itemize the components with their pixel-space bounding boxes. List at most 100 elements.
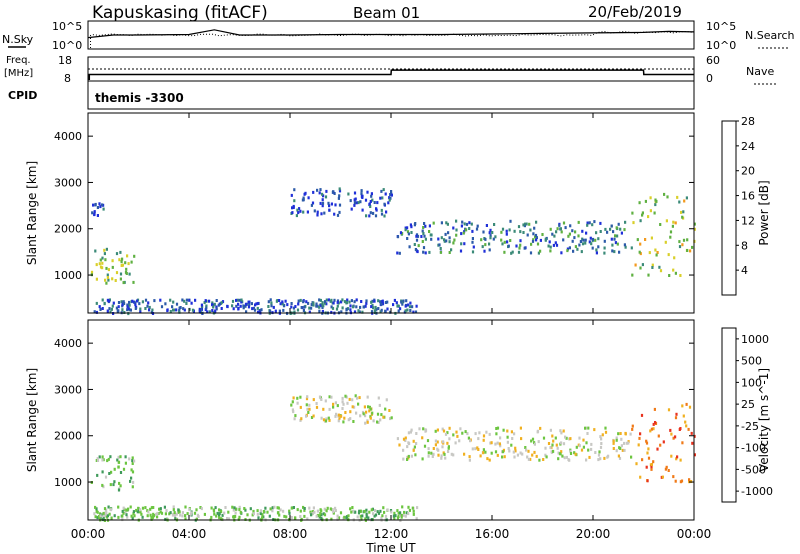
- data-cell: [396, 437, 399, 441]
- data-cell: [330, 395, 333, 399]
- data-cell: [365, 512, 368, 516]
- data-cell: [294, 516, 297, 520]
- data-cell: [350, 510, 353, 514]
- cpid-strip: themis -3300: [87, 80, 695, 110]
- data-cell: [564, 226, 567, 230]
- data-cell: [101, 455, 104, 459]
- data-cell: [303, 514, 306, 518]
- data-cell: [102, 485, 105, 489]
- data-cell: [184, 514, 187, 518]
- data-cell: [486, 457, 489, 461]
- data-cell: [582, 238, 585, 242]
- data-cell: [257, 516, 260, 520]
- data-cell: [665, 465, 668, 469]
- data-cell: [321, 198, 324, 202]
- data-cell: [316, 513, 319, 517]
- data-cell: [181, 511, 184, 515]
- data-cell: [101, 256, 104, 260]
- velocity-panel: 1000 2000 3000 4000 Slant Range [km] 1000 50…: [25, 319, 773, 522]
- data-cell: [205, 306, 208, 310]
- data-cell: [683, 199, 686, 203]
- data-cell: [380, 413, 383, 417]
- data-cell: [141, 300, 144, 304]
- data-cell: [674, 435, 677, 439]
- data-cell: [211, 309, 214, 312]
- data-cell: [175, 512, 178, 516]
- data-cell: [503, 240, 506, 244]
- data-cell: [102, 458, 105, 462]
- data-cell: [423, 234, 426, 238]
- data-cell: [349, 304, 352, 308]
- data-cell: [119, 484, 122, 488]
- data-cell: [117, 460, 121, 464]
- data-cell: [311, 201, 315, 205]
- data-cell: [571, 239, 574, 243]
- data-cell: [355, 201, 358, 205]
- data-cell: [619, 447, 622, 450]
- data-cell: [103, 248, 106, 252]
- data-cell: [315, 405, 319, 409]
- data-cell: [531, 239, 535, 243]
- data-cell: [278, 299, 281, 302]
- data-cell: [465, 228, 468, 232]
- data-cell: [424, 237, 427, 241]
- x-tick-label: 12:00: [374, 527, 409, 541]
- data-cell: [342, 402, 345, 406]
- data-cell: [169, 298, 172, 302]
- data-cell: [667, 469, 670, 472]
- data-cell: [604, 227, 607, 231]
- data-cell: [178, 309, 181, 313]
- data-cell: [256, 512, 259, 516]
- data-cell: [463, 452, 466, 456]
- data-cell: [452, 433, 455, 437]
- data-cell: [474, 447, 477, 451]
- data-cell: [116, 458, 119, 462]
- data-cell: [332, 190, 335, 194]
- data-cell: [328, 418, 331, 422]
- data-cell: [411, 506, 414, 510]
- data-cell: [484, 243, 487, 247]
- data-cell: [293, 310, 296, 314]
- data-cell: [482, 448, 485, 452]
- data-cell: [436, 428, 439, 432]
- data-cell: [471, 250, 475, 254]
- data-cell: [323, 513, 327, 517]
- data-cell: [495, 432, 498, 436]
- nsky-series-line: [87, 29, 695, 39]
- data-cell: [288, 509, 291, 513]
- data-cell: [334, 203, 337, 207]
- y-tick-label: 1000: [54, 269, 82, 282]
- data-cell: [647, 456, 651, 460]
- data-cell: [587, 426, 590, 430]
- data-cell: [360, 300, 363, 303]
- data-cell: [353, 310, 357, 314]
- data-cell: [238, 515, 241, 519]
- data-cell: [98, 202, 101, 206]
- data-cell: [113, 480, 116, 484]
- data-cell: [316, 304, 319, 308]
- data-cell: [338, 189, 342, 193]
- data-cell: [560, 431, 563, 435]
- data-cell: [150, 517, 153, 521]
- data-cell: [423, 222, 426, 225]
- data-cell: [283, 514, 286, 518]
- data-cell: [585, 231, 588, 235]
- data-cell: [606, 230, 609, 234]
- data-cell: [315, 514, 318, 518]
- data-cell: [118, 258, 121, 262]
- data-cell: [117, 309, 120, 313]
- data-cell: [410, 225, 413, 229]
- data-cell: [332, 510, 335, 514]
- data-cell: [611, 249, 614, 253]
- power-y-axis: 1000 2000 3000 4000: [54, 130, 694, 282]
- data-cell: [131, 456, 134, 460]
- data-cell: [343, 515, 346, 519]
- data-cell: [122, 467, 126, 471]
- data-cell: [359, 509, 362, 513]
- data-cell: [674, 416, 678, 420]
- data-cell: [349, 417, 352, 421]
- data-cell: [343, 300, 347, 304]
- data-cell: [613, 237, 616, 241]
- data-cell: [624, 245, 627, 249]
- data-cell: [211, 303, 214, 307]
